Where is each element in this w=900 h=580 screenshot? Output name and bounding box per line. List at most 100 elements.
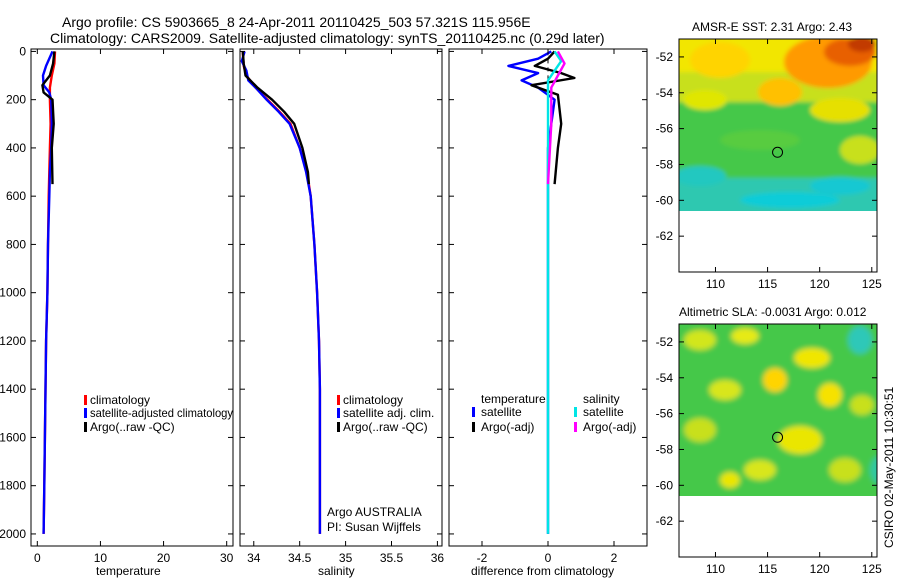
sla-map-ytick-label: -54 (656, 371, 674, 385)
difference-panel: -2 0 2 difference from climatology tempera… (448, 48, 648, 578)
salinity-xtick-label: 34 (247, 551, 261, 565)
sla-map-xtick-label: 125 (862, 562, 882, 576)
difference-legend-swatch-temp-satellite (472, 407, 475, 417)
difference-legend-sal-satellite: satellite (583, 405, 624, 419)
difference-legend-temp-satellite: satellite (481, 405, 522, 419)
temperature-panel: 0 10 20 30 0 200 400 600 800 1000 1200 1400 1600 1800… (0, 44, 234, 578)
temperature-legend-climatology: climatology (90, 393, 150, 407)
sst-argo-location-marker (772, 146, 784, 158)
salinity-legend-swatch-climatology (337, 395, 340, 405)
sla-map-ytick-label: -60 (656, 478, 674, 492)
sst-heatmap (679, 39, 877, 211)
sla-map-ytick-label: -56 (656, 407, 674, 421)
salinity-legend-argo: Argo(..raw -QC) (343, 420, 428, 434)
depth-ytick-label: 600 (6, 189, 26, 203)
depth-ytick-label: 800 (6, 237, 26, 251)
difference-legend-sal-argo: Argo(-adj) (583, 420, 636, 434)
sst-map-xtick-label: 115 (758, 277, 777, 291)
temperature-legend-satellite: satellite-adjusted climatology (90, 406, 233, 420)
depth-ytick-label: 1000 (0, 286, 26, 300)
temperature-xtick-label: 20 (157, 551, 171, 565)
depth-ytick-label: 2000 (0, 527, 26, 541)
difference-series-temperature-argo-adj (530, 50, 576, 185)
salinity-xtick-label: 35 (339, 551, 353, 565)
sst-map-frame (678, 38, 878, 273)
difference-legend-swatch-sal-satellite (574, 407, 577, 417)
salinity-axes-frame (239, 48, 443, 547)
depth-ytick-label: 1800 (0, 479, 26, 493)
sla-map-xtick-label: 115 (758, 562, 777, 576)
salinity-xtick-label: 34.5 (288, 551, 312, 565)
salinity-xtick-label: 36 (431, 551, 445, 565)
sla-map-ytick-label: -62 (656, 514, 674, 528)
temperature-axes-frame (30, 48, 234, 547)
salinity-legend: climatology satellite adj. clim. Argo(..… (337, 393, 434, 434)
depth-ytick-label: 1600 (0, 430, 26, 444)
sla-argo-location-marker (772, 431, 784, 443)
difference-legend-salinity-header: salinity (583, 392, 620, 406)
difference-series-salinity-argo-adj (546, 50, 566, 185)
sla-map-ytick-label: -52 (656, 335, 674, 349)
sst-map-xtick-label: 120 (810, 277, 830, 291)
difference-series-salinity-satellite (546, 50, 563, 534)
temperature-series-satellite-adjusted-climatology (41, 50, 54, 534)
sst-map-ytick-label: -56 (656, 122, 674, 136)
difference-xlabel: difference from climatology (471, 564, 614, 578)
sst-map-ytick-label: -54 (656, 86, 674, 100)
sst-map-ytick-label: -58 (656, 157, 674, 171)
sla-map-ytick-label: -58 (656, 442, 674, 456)
temperature-xtick-label: 10 (94, 551, 108, 565)
temperature-series-argo-raw-qc (41, 51, 56, 185)
sst-map-panel: AMSR-E SST: 2.31 Argo: 2.43 (656, 20, 882, 291)
sla-heatmap (679, 324, 877, 496)
sst-map-ytick-label: -52 (656, 50, 674, 64)
difference-xtick-label: 0 (545, 551, 552, 565)
sla-map-xtick-label: 110 (706, 562, 725, 576)
sla-map-panel: Altimetric SLA: -0.0031 Argo: 0.012 (656, 305, 882, 576)
header-line2: Climatology: CARS2009. Satellite-adjuste… (50, 30, 605, 46)
sst-map-title: AMSR-E SST: 2.31 Argo: 2.43 (692, 20, 852, 34)
sla-map-frame (678, 323, 878, 558)
credit-timestamp: CSIRO 02-May-2011 10:30:51 (882, 386, 896, 548)
temperature-xtick-label: 30 (220, 551, 234, 565)
salinity-legend-swatch-argo (337, 422, 340, 432)
temperature-legend-swatch-satellite (84, 408, 87, 418)
depth-ytick-label: 200 (6, 93, 26, 107)
temperature-xtick-label: 0 (34, 551, 41, 565)
difference-legend-temp-argo: Argo(-adj) (481, 420, 534, 434)
sla-map-xtick-label: 120 (810, 562, 830, 576)
salinity-legend-satellite: satellite adj. clim. (343, 406, 434, 420)
depth-ytick-label: 400 (6, 141, 26, 155)
salinity-series-satellite-adj-clim (240, 51, 322, 534)
salinity-legend-climatology: climatology (343, 393, 403, 407)
temperature-legend-argo: Argo(..raw -QC) (90, 420, 175, 434)
salinity-xlabel: salinity (318, 564, 355, 578)
difference-legend-swatch-sal-argo (574, 422, 577, 432)
depth-ytick-label: 1400 (0, 382, 26, 396)
pi-name-label: PI: Susan Wijffels (327, 520, 421, 534)
salinity-legend-swatch-satellite (337, 408, 340, 418)
sst-map-xtick-label: 110 (706, 277, 725, 291)
depth-ytick-label: 0 (19, 44, 26, 58)
difference-xtick-label: 2 (611, 551, 618, 565)
header-line1: Argo profile: CS 5903665_8 24-Apr-2011 2… (62, 14, 531, 30)
sst-map-ytick-label: -62 (656, 229, 674, 243)
difference-legend-swatch-temp-argo (472, 422, 475, 432)
sla-map-title: Altimetric SLA: -0.0031 Argo: 0.012 (679, 305, 867, 319)
salinity-xtick-label: 35.5 (380, 551, 404, 565)
difference-xtick-label: -2 (477, 551, 488, 565)
temperature-legend-swatch-climatology (84, 395, 87, 405)
temperature-xlabel: temperature (96, 564, 161, 578)
difference-legend-temperature-header: temperature (481, 392, 546, 406)
temperature-legend-swatch-argo (84, 422, 87, 432)
sst-map-ytick-label: -60 (656, 193, 674, 207)
sst-map-xtick-label: 125 (862, 277, 882, 291)
salinity-series-argo-raw-qc (241, 51, 311, 185)
argo-australia-label: Argo AUSTRALIA (327, 505, 422, 519)
salinity-series-climatology (241, 51, 322, 534)
temperature-legend: climatology satellite-adjusted climatolo… (84, 393, 233, 434)
salinity-panel: 34 34.5 35 35.5 36 salinity climatology sate… (239, 48, 445, 578)
depth-ytick-label: 1200 (0, 334, 26, 348)
difference-legend: temperature salinity satellite Argo(-adj… (472, 392, 636, 434)
